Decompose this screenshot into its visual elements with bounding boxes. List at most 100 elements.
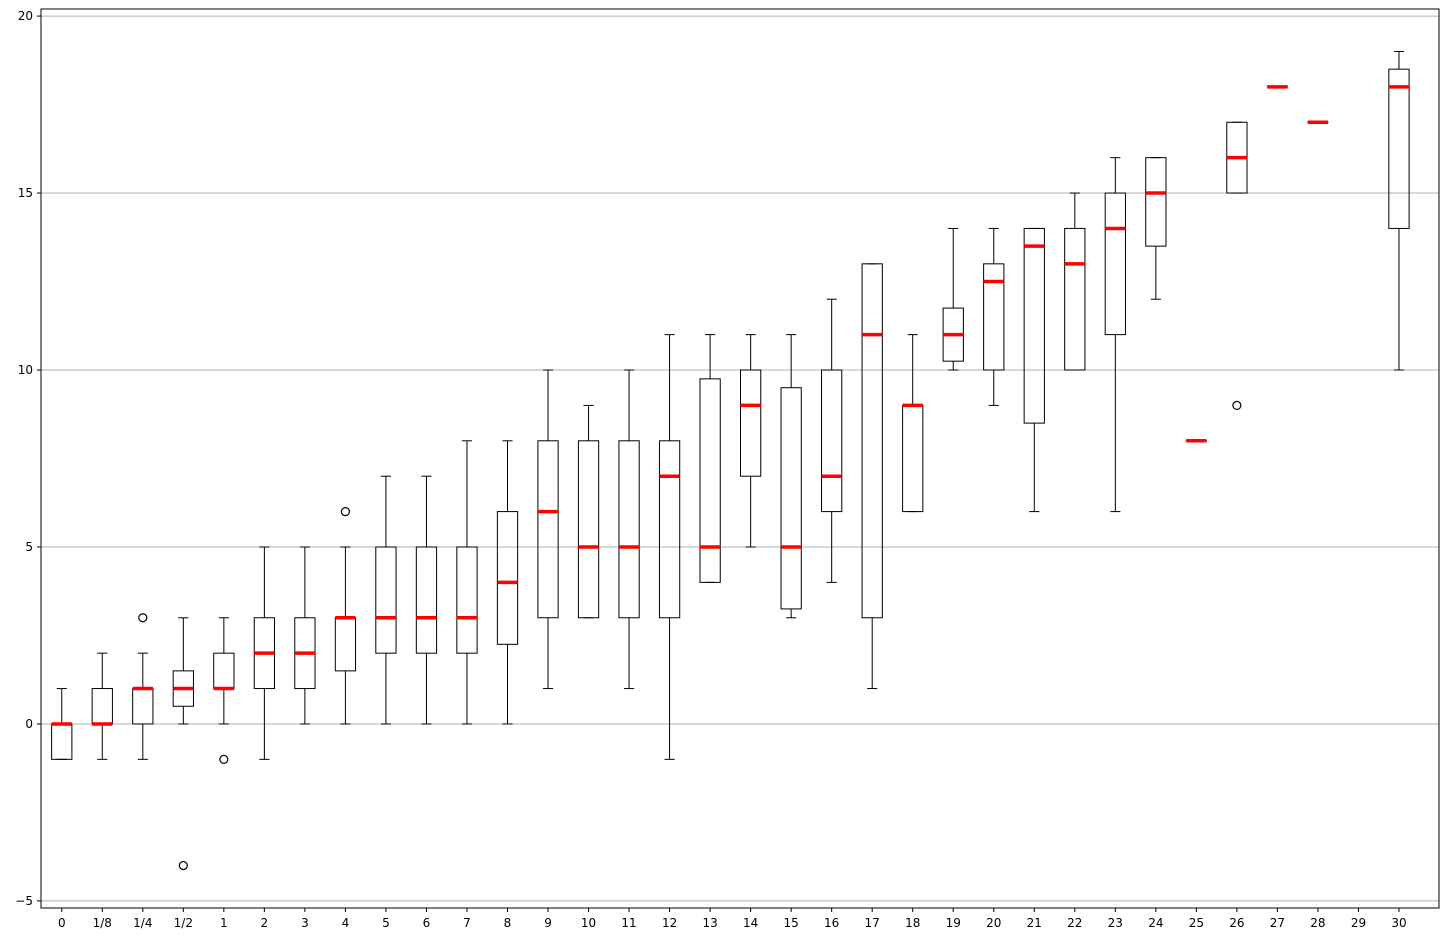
iqr-box [1104,192,1126,336]
x-tick-label: 25 [1189,916,1204,930]
x-tick-label: 17 [865,916,880,930]
x-tick-label: 0 [58,916,66,930]
x-tick-label: 4 [342,916,350,930]
x-tick-label: 19 [946,916,961,930]
x-tick-label: 3 [301,916,309,930]
x-tick-label: 15 [784,916,799,930]
x-tick-label: 1/4 [133,916,152,930]
iqr-box [699,378,721,583]
iqr-box [1064,227,1086,371]
box-15 [780,334,802,619]
box-1 [213,617,235,764]
x-tick-label: 10 [581,916,596,930]
box-11 [618,369,640,690]
iqr-box [375,546,397,654]
box-14 [740,334,762,548]
x-tick-label: 24 [1148,916,1163,930]
x-tick-label: 21 [1027,916,1042,930]
x-tick-label: 6 [423,916,431,930]
x-tick-label: 18 [905,916,920,930]
x-tick-label: 13 [702,916,717,930]
iqr-box [902,404,924,513]
outlier-point [1232,400,1242,411]
boxes [51,50,1410,871]
x-tick-label: 27 [1270,916,1285,930]
x-tick-label: 30 [1391,916,1406,930]
iqr-box [456,546,478,654]
box-1-2 [172,617,194,871]
iqr-box [780,387,802,610]
box-12 [658,334,681,760]
outlier-point [219,754,229,764]
iqr-box [861,263,883,619]
box-9 [537,369,559,690]
iqr-box [658,440,681,619]
box-16 [821,298,843,583]
box-2 [253,546,276,760]
box-10 [577,404,600,619]
outlier-point [178,860,188,871]
x-tick-label: 11 [621,916,636,930]
x-tick-label: 1 [220,916,228,930]
box-1-8 [91,652,113,760]
box-22 [1064,192,1086,371]
y-tick-label: 0 [25,717,33,731]
box-19 [942,227,964,371]
iqr-box [537,440,559,619]
x-tick-label: 1/2 [174,916,193,930]
iqr-box [91,688,113,725]
y-tick-label: 10 [18,363,33,377]
x-tick-label: 20 [986,916,1001,930]
iqr-box [415,546,438,654]
box-8 [496,440,519,725]
box-13 [699,334,721,583]
box-5 [375,475,397,725]
x-tick-label: 8 [504,916,512,930]
x-tick-label: 12 [662,916,677,930]
iqr-box [51,723,73,760]
box-18 [902,334,924,513]
x-tick-label: 5 [382,916,390,930]
iqr-box [821,369,843,513]
x-tick-label: 16 [824,916,839,930]
x-tick-label: 26 [1229,916,1244,930]
y-tick-label: 15 [18,186,33,200]
box-7 [456,440,478,725]
box-20 [983,227,1005,406]
box-4 [334,506,357,725]
iqr-box [1023,227,1045,424]
outlier-point [340,506,351,517]
box-3 [294,546,316,725]
plot-frame [40,8,1440,909]
y-tick-label: 5 [25,540,33,554]
iqr-box [213,652,235,690]
outlier-point [138,613,148,623]
box-1-4 [132,613,154,760]
x-tick-label: 7 [463,916,471,930]
box-6 [415,475,438,725]
x-tick-label: 2 [261,916,269,930]
iqr-box [740,369,762,477]
x-tick-label: 28 [1310,916,1325,930]
box-17 [861,263,883,690]
box-0 [51,688,73,760]
x-tick-label: 9 [544,916,552,930]
x-tick-label: 1/8 [93,916,112,930]
iqr-box [334,617,357,672]
x-tick-label: 14 [743,916,758,930]
box-26 [1226,121,1248,411]
x-tick-label: 23 [1108,916,1123,930]
x-tick-label: 22 [1067,916,1082,930]
box-24 [1145,157,1167,300]
iqr-box [496,511,519,645]
box-21 [1023,227,1045,513]
iqr-box [1145,157,1167,247]
iqr-box [577,440,600,619]
box-23 [1104,157,1126,513]
x-tick-label: 29 [1351,916,1366,930]
iqr-box [983,263,1005,371]
y-tick-label: 20 [18,9,33,23]
iqr-box [132,688,154,725]
